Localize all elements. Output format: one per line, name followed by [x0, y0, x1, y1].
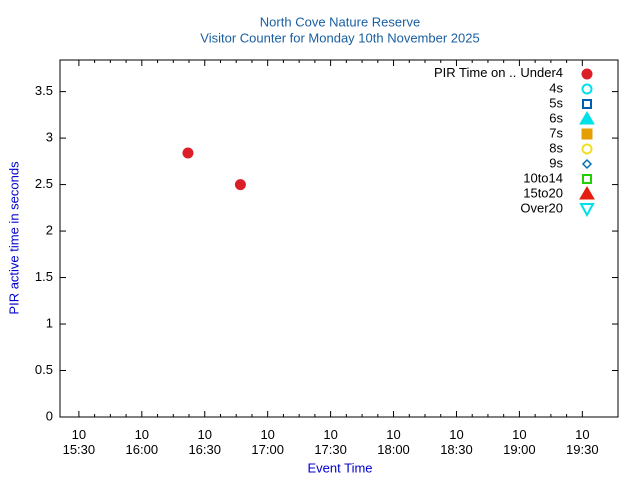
legend-marker — [579, 203, 595, 218]
y-tick-label: 1 — [46, 315, 53, 330]
chart-title: North Cove Nature Reserve — [260, 14, 420, 29]
legend-marker — [581, 128, 593, 140]
x-tick-label: 10 18:30 — [440, 427, 473, 457]
point — [234, 179, 246, 191]
chart-subtitle: Visitor Counter for Monday 10th November… — [200, 30, 479, 45]
legend-marker — [579, 111, 595, 125]
legend-label: 9s — [549, 155, 563, 170]
x-tick-label: 10 15:30 — [62, 427, 96, 457]
legend-label: 6s — [549, 110, 563, 125]
y-tick-label: 0 — [46, 408, 53, 423]
legend-label: 10to14 — [523, 170, 563, 185]
legend-marker — [582, 99, 592, 109]
legend-label: PIR Time on .. Under4 — [434, 65, 563, 80]
legend-title: PIR Time on .. — [434, 65, 516, 80]
x-tick-label: 10 18:00 — [377, 427, 410, 457]
x-tick-label: 10 17:00 — [251, 427, 284, 457]
legend-label: 4s — [549, 80, 563, 95]
y-tick-label: 1.5 — [35, 269, 53, 284]
x-tick-label: 10 16:30 — [188, 427, 221, 457]
plot-border — [59, 59, 619, 418]
y-tick-label: 2 — [46, 223, 53, 238]
y-tick-label: 2.5 — [35, 176, 53, 191]
legend-label: Over20 — [520, 200, 563, 215]
y-axis-label: PIR active time in seconds — [6, 161, 21, 315]
legend-marker — [582, 174, 592, 184]
legend-label: 8s — [549, 140, 563, 155]
x-tick-label: 10 17:30 — [314, 427, 347, 457]
y-tick-label: 3.5 — [35, 83, 53, 98]
y-tick-label: 0.5 — [35, 362, 53, 377]
x-tick-label: 10 19:00 — [503, 427, 536, 457]
legend-marker — [581, 83, 593, 95]
legend-label: Under4 — [520, 65, 563, 80]
legend-label: 15to20 — [523, 185, 563, 200]
y-tick-label: 3 — [46, 130, 53, 145]
x-axis-label: Event Time — [307, 460, 372, 475]
point — [182, 147, 194, 159]
legend-marker — [579, 186, 595, 200]
legend-label: 5s — [549, 95, 563, 110]
legend-label: 7s — [549, 125, 563, 140]
x-tick-label: 10 16:00 — [125, 427, 159, 457]
x-tick-label: 10 19:30 — [566, 427, 599, 457]
legend-marker — [581, 68, 593, 80]
legend-marker — [581, 158, 593, 170]
legend-marker — [581, 143, 593, 155]
